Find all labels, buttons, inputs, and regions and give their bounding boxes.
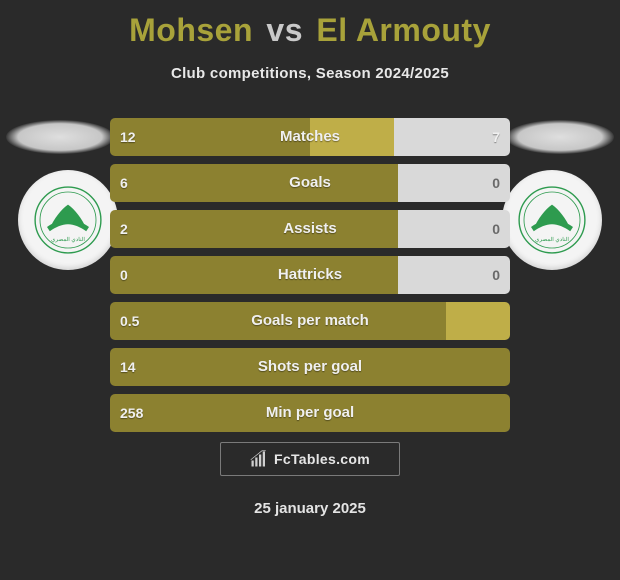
stat-track [110,302,510,340]
brand-text: FcTables.com [274,451,370,467]
stat-track [110,164,510,202]
stat-row: Shots per goal14 [110,348,510,386]
stat-track [110,118,510,156]
stat-track [110,210,510,248]
player1-club-badge: النادي المصري [18,170,118,270]
svg-text:النادي المصري: النادي المصري [51,236,85,243]
stat-left-segment [110,302,446,340]
left-spotlight [6,120,114,154]
player2-name: El Armouty [316,12,491,48]
stats-bars: Matches127 Goals60 Assists20 Hattricks00 Goa… [110,118,510,440]
stat-left-segment [110,256,398,294]
stat-track [110,256,510,294]
stat-right-fill-segment [310,118,394,156]
stat-track [110,394,510,432]
club-crest-icon: النادي المصري [33,185,103,255]
bar-chart-icon [250,450,268,468]
subtitle: Club competitions, Season 2024/2025 [0,65,620,82]
stat-row: Assists20 [110,210,510,248]
stat-right-empty-segment [398,164,510,202]
stat-track [110,348,510,386]
stat-row: Goals60 [110,164,510,202]
brand-footer: FcTables.com [220,442,400,476]
stat-left-segment [110,164,398,202]
generated-date: 25 january 2025 [0,500,620,517]
svg-text:النادي المصري: النادي المصري [535,236,569,243]
comparison-title: Mohsen vs El Armouty [0,0,620,49]
stat-row: Matches127 [110,118,510,156]
stat-right-empty-segment [398,210,510,248]
stat-row: Hattricks00 [110,256,510,294]
stat-left-segment [110,210,398,248]
stat-right-empty-segment [394,118,510,156]
stat-left-segment [110,394,510,432]
stat-left-segment [110,348,510,386]
vs-separator: vs [262,12,307,48]
stat-right-fill-segment [446,302,510,340]
stat-row: Min per goal258 [110,394,510,432]
player2-club-badge: النادي المصري [502,170,602,270]
club-crest-icon: النادي المصري [517,185,587,255]
stat-right-empty-segment [398,256,510,294]
stat-left-segment [110,118,310,156]
right-spotlight [506,120,614,154]
stat-row: Goals per match0.5 [110,302,510,340]
player1-name: Mohsen [129,12,253,48]
